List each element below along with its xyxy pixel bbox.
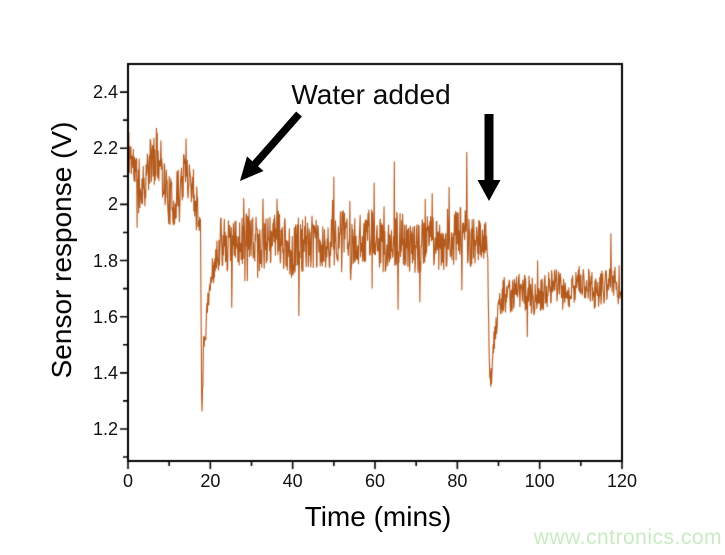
watermark: www.cntronics.com bbox=[533, 526, 722, 549]
x-tick-label-40: 40 bbox=[282, 471, 303, 491]
x-tick-label-80: 80 bbox=[447, 471, 468, 491]
y-tick-label-1.6: 1.6 bbox=[92, 306, 118, 327]
y-tick-label-2.2: 2.2 bbox=[92, 138, 118, 159]
x-tick-label-100: 100 bbox=[524, 471, 555, 491]
y-tick-label-1.2: 1.2 bbox=[92, 418, 118, 439]
x-tick-label-60: 60 bbox=[364, 471, 386, 491]
x-tick-label-120: 120 bbox=[606, 471, 638, 491]
x-axis-label: Time (mins) bbox=[304, 501, 452, 532]
x-tick-label-0: 0 bbox=[122, 471, 134, 491]
annotation-water-added: Water added bbox=[291, 79, 451, 110]
y-tick-label-1.4: 1.4 bbox=[92, 362, 118, 383]
x-tick-label-20: 20 bbox=[200, 471, 221, 491]
y-tick-label-2: 2 bbox=[107, 194, 118, 215]
y-axis-label: Sensor response (V) bbox=[46, 121, 77, 379]
y-tick-label-2.4: 2.4 bbox=[92, 82, 118, 103]
y-tick-label-1.8: 1.8 bbox=[92, 250, 118, 271]
